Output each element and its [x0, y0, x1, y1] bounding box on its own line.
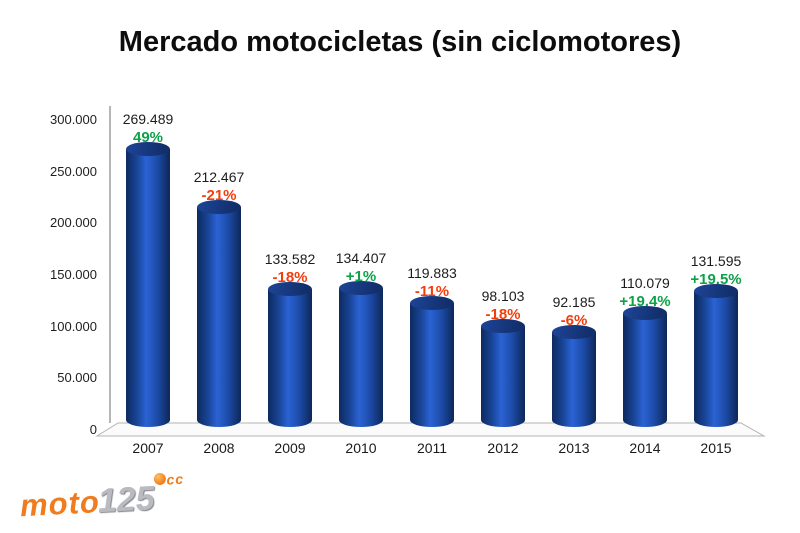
y-tick-label: 0: [89, 422, 97, 437]
y-tick-label: 50.000: [57, 370, 97, 386]
bar-top-cap: [481, 318, 525, 333]
bar-cylinder-2007: [126, 141, 170, 434]
bar-percentage-label: -6%: [560, 311, 588, 329]
bar-body: [552, 331, 596, 427]
bar-cylinder-2014: [623, 306, 667, 434]
bar-percentage-label: -18%: [272, 268, 308, 286]
logo-text-moto: moto: [19, 484, 101, 524]
chart-title: Mercado motocicletas (sin ciclomotores): [118, 26, 682, 58]
x-tick-label-2007: 2007: [132, 440, 164, 456]
logo-dot-icon: [153, 472, 166, 486]
x-tick-label-2008: 2008: [203, 440, 235, 456]
logo-text-125: 125: [96, 479, 156, 521]
bar-cylinder-2011: [410, 296, 454, 434]
bar-top-cap: [552, 324, 596, 339]
bar-value-label: 269.489: [122, 110, 174, 127]
bar-top-cap: [197, 200, 241, 215]
y-tick-label: 200.000: [50, 215, 97, 231]
bar-body: [339, 288, 383, 427]
x-tick-label-2010: 2010: [345, 440, 377, 456]
y-tick-label: 150.000: [50, 267, 97, 282]
bar-top-cap: [410, 296, 454, 311]
x-tick-label-2015: 2015: [700, 440, 732, 456]
bar-percentage-label: +19,5%: [690, 271, 742, 289]
bar-cylinder-2009: [268, 281, 312, 434]
bar-body: [126, 148, 170, 427]
bar-body: [197, 207, 241, 427]
bar-top-cap: [268, 281, 312, 296]
bar-value-label: 98.103: [481, 287, 525, 304]
bar-value-label: 110.079: [620, 275, 670, 292]
bar-percentage-label: -11%: [414, 283, 450, 301]
bar-cylinder-2012: [481, 318, 525, 434]
x-tick-label-2013: 2013: [558, 440, 590, 456]
bar-value-label: 119.883: [407, 265, 457, 282]
bar-body: [410, 303, 454, 427]
bar-value-label: 133.582: [264, 250, 316, 267]
x-tick-label-2014: 2014: [629, 440, 661, 456]
bar-body: [623, 313, 667, 427]
bar-value-label: 92.185: [552, 293, 596, 310]
x-tick-label-2009: 2009: [274, 440, 306, 456]
bar-body: [481, 325, 525, 427]
bar-top-cap: [623, 306, 667, 321]
bar-value-label: 131.595: [690, 253, 742, 270]
y-tick-label: 250.000: [50, 163, 97, 179]
bar-cylinder-2010: [339, 281, 383, 434]
bar-top-cap: [694, 284, 738, 299]
bar-value-label: 212.467: [193, 169, 245, 186]
bar-percentage-label: +19,4%: [619, 293, 671, 311]
bar-percentage-label: 49%: [132, 128, 164, 146]
x-tick-label-2011: 2011: [416, 440, 448, 456]
bar-percentage-label: -18%: [485, 305, 521, 323]
y-tick-label: 300.000: [50, 112, 97, 127]
bar-cylinder-2013: [552, 324, 596, 434]
logo-text-cc: cc: [166, 470, 185, 488]
bar-body: [694, 291, 738, 427]
bar-percentage-label: +1%: [345, 268, 377, 286]
y-tick-label: 100.000: [50, 318, 97, 334]
bar-top-cap: [126, 141, 170, 156]
bar-cylinder-2015: [694, 284, 738, 434]
bar-value-label: 134.407: [335, 250, 387, 267]
x-tick-label-2012: 2012: [487, 440, 519, 456]
bar-body: [268, 288, 312, 427]
bar-top-cap: [339, 281, 383, 296]
chart-floor: [95, 422, 766, 437]
bar-percentage-label: -21%: [201, 187, 237, 205]
bar-cylinder-2008: [197, 200, 241, 434]
